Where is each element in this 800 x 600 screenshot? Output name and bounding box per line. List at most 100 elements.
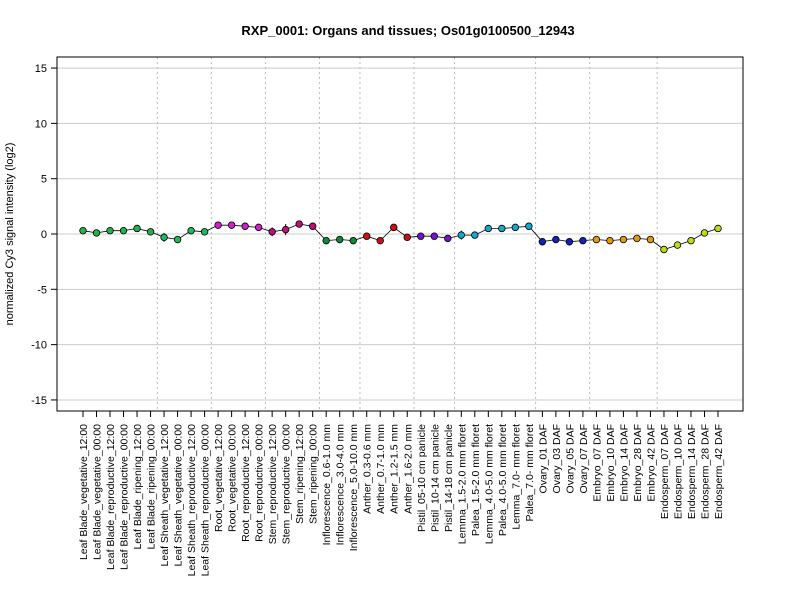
x-tick-label: Lemma_7.0- mm floret bbox=[510, 424, 522, 530]
x-tick-label: Embryo_14 DAF bbox=[618, 424, 630, 502]
x-tick-label: Leaf Blade_vegetative_12:00 bbox=[78, 424, 90, 560]
x-tick-label: Ovary_03 DAF bbox=[551, 424, 563, 493]
x-tick-label: Pistil_05-10 cm panicle bbox=[416, 424, 428, 532]
data-point bbox=[444, 234, 452, 243]
x-tick-label: Ovary_05 DAF bbox=[564, 424, 576, 493]
x-tick-label: Anther_0.7-1.0 mm bbox=[375, 424, 387, 514]
plot-frame bbox=[56, 56, 744, 412]
data-point bbox=[390, 223, 398, 232]
data-point bbox=[552, 235, 560, 244]
data-point bbox=[579, 236, 587, 245]
data-point bbox=[376, 236, 384, 245]
y-tick-label: -15 bbox=[31, 395, 47, 407]
data-point bbox=[106, 226, 114, 235]
x-tick-label: Anther_1.6-2.0 mm bbox=[402, 424, 414, 514]
data-point bbox=[417, 232, 425, 240]
x-tick-label: Endosperm_28 DAF bbox=[700, 424, 712, 519]
y-tick-label: 5 bbox=[41, 174, 47, 186]
y-axis-label: normalized Cy3 signal intensity (log2) bbox=[4, 143, 16, 326]
data-point bbox=[511, 223, 520, 232]
data-point bbox=[254, 223, 263, 232]
y-tick-label: -5 bbox=[37, 284, 47, 296]
x-tick-label: Palea_1.5-2.0 mm floret bbox=[470, 424, 482, 536]
y-tick-label: 10 bbox=[35, 118, 47, 130]
x-tick-label: Root_reproductive_12:00 bbox=[240, 424, 252, 542]
data-point bbox=[349, 236, 357, 245]
data-point bbox=[268, 228, 276, 236]
data-point bbox=[200, 228, 209, 236]
data-point bbox=[714, 224, 722, 233]
x-tick-label: Ovary_01 DAF bbox=[537, 424, 549, 493]
data-point bbox=[308, 222, 317, 230]
data-point bbox=[241, 222, 249, 230]
x-tick-label: Leaf Sheath_vegetative_00:00 bbox=[173, 424, 185, 567]
x-tick-label: Leaf Sheath_vegetative_12:00 bbox=[159, 424, 171, 567]
x-tick-label: Leaf Blade_reproductive_00:00 bbox=[119, 424, 131, 570]
x-tick-label: Inflorescence_0.6-1.0 mm bbox=[321, 424, 333, 546]
x-tick-label: Embryo_28 DAF bbox=[632, 424, 644, 502]
x-tick-label: Endosperm_10 DAF bbox=[673, 424, 685, 519]
data-point bbox=[322, 236, 330, 245]
data-point bbox=[606, 236, 614, 245]
data-point bbox=[119, 226, 128, 235]
data-point bbox=[700, 229, 709, 237]
data-point bbox=[673, 241, 682, 249]
data-point bbox=[538, 238, 547, 246]
x-tick-label: Pistil_10-14 cm panicle bbox=[429, 424, 441, 532]
data-point bbox=[646, 235, 655, 244]
data-point bbox=[227, 221, 236, 229]
x-tick-label: Embryo_42 DAF bbox=[645, 424, 657, 502]
x-tick-label: Root_reproductive_00:00 bbox=[254, 424, 266, 542]
data-point bbox=[633, 234, 641, 243]
data-point bbox=[363, 232, 371, 240]
data-point bbox=[498, 224, 506, 233]
x-tick-label: Pistil_14-18 cm panicle bbox=[443, 424, 455, 532]
data-point bbox=[457, 231, 465, 239]
data-point bbox=[471, 231, 479, 239]
x-tick-label: Leaf Blade_reproductive_12:00 bbox=[105, 424, 117, 570]
chart-title: RXP_0001: Organs and tissues; Os01g01005… bbox=[241, 23, 574, 38]
x-tick-label: Palea_7.0- mm floret bbox=[524, 424, 536, 522]
x-tick-label: Embryo_10 DAF bbox=[605, 424, 617, 502]
data-point bbox=[173, 235, 182, 244]
x-tick-label: Leaf Sheath_reproductive_12:00 bbox=[186, 424, 198, 577]
data-point bbox=[214, 221, 222, 229]
x-tick-label: Endosperm_42 DAF bbox=[713, 424, 725, 519]
x-tick-label: Leaf Blade_vegetative_00:00 bbox=[92, 424, 104, 560]
y-tick-label: 0 bbox=[41, 229, 47, 241]
data-point bbox=[525, 222, 533, 230]
x-tick-label: Stem_ripening_00:00 bbox=[308, 424, 320, 524]
x-tick-label: Anther_1.2-1.5 mm bbox=[389, 424, 401, 514]
x-tick-label: Stem_reproductive_00:00 bbox=[281, 424, 293, 544]
x-tick-label: Endosperm_07 DAF bbox=[659, 424, 671, 519]
data-point bbox=[484, 224, 493, 233]
x-tick-label: Lemma_4.0-5.0 mm floret bbox=[483, 424, 495, 544]
data-point bbox=[565, 238, 574, 246]
data-point bbox=[592, 235, 601, 244]
x-tick-label: Inflorescence_5.0-10.0 mm bbox=[348, 424, 360, 551]
x-tick-label: Endosperm_14 DAF bbox=[686, 424, 698, 519]
x-tick-label: Palea_4.0-5.0 mm floret bbox=[497, 424, 509, 536]
data-point bbox=[687, 236, 695, 245]
data-point bbox=[133, 224, 141, 233]
x-tick-label: Inflorescence_3.0-4.0 mm bbox=[335, 424, 347, 546]
data-point bbox=[336, 235, 344, 244]
data-point bbox=[660, 245, 668, 254]
x-tick-label: Root_vegetative_00:00 bbox=[227, 424, 239, 532]
x-tick-label: Stem_ripening_12:00 bbox=[294, 424, 306, 524]
x-tick-label: Ovary_07 DAF bbox=[578, 424, 590, 493]
y-tick-label: -10 bbox=[31, 340, 47, 352]
plot-area: -15 -10 -5 0 5 10 15 Leaf Blade_vegetative_12:0… bbox=[31, 57, 743, 576]
x-tick-label: Leaf Sheath_reproductive_00:00 bbox=[200, 424, 212, 577]
y-tick-label: 15 bbox=[35, 63, 47, 75]
data-point bbox=[187, 226, 195, 235]
data-point bbox=[146, 228, 155, 236]
x-tick-label: Anther_0.3-0.6 mm bbox=[362, 424, 374, 514]
x-tick-label: Lemma_1.5-2.0 mm floret bbox=[456, 424, 468, 544]
data-point bbox=[619, 235, 628, 244]
x-tick-label: Root_vegetative_12:00 bbox=[213, 424, 225, 532]
x-tick-label: Stem_reproductive_12:00 bbox=[267, 424, 279, 544]
x-tick-label: Leaf Blade_ripening_00:00 bbox=[146, 424, 158, 550]
data-point bbox=[430, 232, 438, 240]
